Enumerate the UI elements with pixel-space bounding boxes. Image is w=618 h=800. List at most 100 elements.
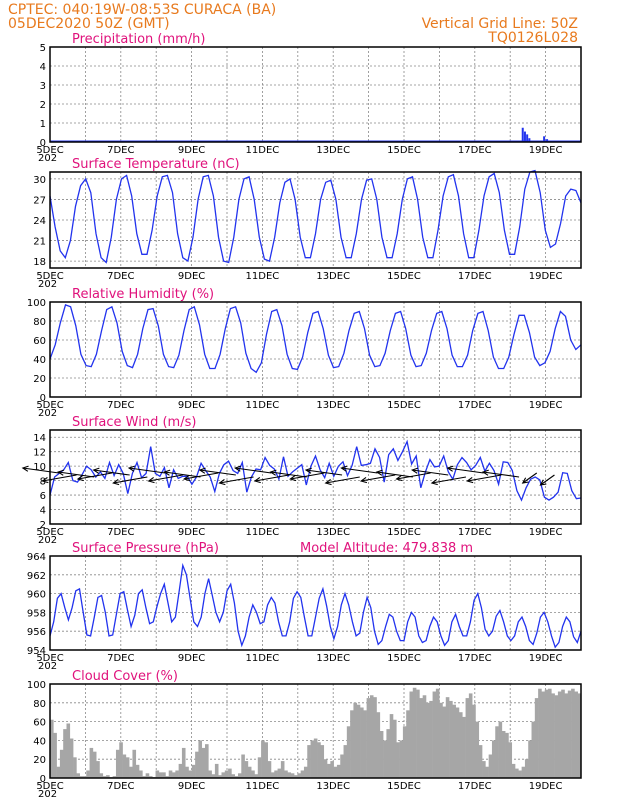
wind-arrow-head: [430, 479, 438, 486]
cloud-bar: [247, 766, 252, 778]
temp-panel: 18 21 24 27 30 5DEC 7DEC 9DEC 11DEC 13DEC 15DEC 17D…: [33, 157, 582, 290]
temp-ytick-label: 24: [33, 216, 46, 227]
cloud-bar: [330, 761, 334, 778]
pressure-xtick-label: 7DEC: [107, 653, 134, 664]
wind-arrow: [164, 471, 201, 478]
pressure-frame: [49, 555, 582, 651]
wind-arrow: [376, 471, 413, 478]
wind-arrow-head: [521, 477, 529, 484]
wind-arrow: [77, 472, 113, 480]
wind-arrow: [42, 474, 77, 482]
precip-xtick-label: 5DEC: [36, 145, 63, 156]
cloud-bar: [538, 688, 542, 778]
cloud-bar: [303, 766, 308, 778]
cloud-bar: [336, 764, 341, 778]
temp-ytick-label: 21: [33, 237, 46, 248]
cloud-bar: [369, 695, 374, 778]
cloud-bar: [511, 763, 516, 778]
cloud-bar: [491, 740, 496, 778]
cloud-bar: [221, 772, 226, 778]
cloud-bar: [402, 726, 407, 778]
wind-xtick-label: 15DEC: [387, 527, 421, 538]
cloud-bar: [284, 770, 288, 778]
cloud-bar: [524, 759, 529, 778]
cloud-bar: [548, 688, 552, 778]
precip-title: Precipitation (mm/h): [72, 32, 205, 47]
wind-arrow: [199, 469, 236, 476]
cloud-bar: [112, 776, 117, 778]
cloud-xtick-label: 7DEC: [107, 781, 134, 792]
wind-arrow: [540, 474, 555, 486]
station-title: CPTEC: 040:19W-08:53S CURACA (BA): [8, 2, 276, 18]
wind-arrow: [431, 476, 467, 484]
wind-arrow: [482, 471, 520, 478]
cloud-bar: [498, 721, 503, 778]
temp-ytick-label: 18: [33, 257, 46, 268]
cloud-bar: [267, 761, 272, 778]
cloud-bar: [343, 745, 348, 778]
temp-ytick-label: 27: [33, 195, 46, 206]
wind-xtick-label: 11DEC: [246, 527, 280, 538]
cloud-ytick-label: 40: [33, 736, 46, 747]
cloud-xtick-label: 5DEC: [36, 781, 63, 792]
cloud-bar: [168, 770, 173, 778]
cloud-bar: [228, 768, 232, 778]
cloud-bar: [389, 714, 394, 778]
cloud-xtick-label: 17DEC: [458, 781, 492, 792]
cloud-bar: [76, 773, 80, 778]
temp-xtick-label: 9DEC: [178, 271, 205, 282]
pressure-xtick-label: 9DEC: [178, 653, 205, 664]
cloud-bar: [452, 704, 456, 778]
cloud-bar: [234, 776, 239, 778]
cloud-bar: [198, 740, 203, 778]
cloud-bar: [205, 744, 209, 778]
cloud-bar: [106, 775, 110, 778]
cloud-xtick-label: 19DEC: [529, 781, 563, 792]
rh-xtick-label: 17DEC: [458, 400, 492, 411]
cloud-bar: [142, 776, 146, 778]
cloud-bar: [69, 738, 74, 778]
cloud-bar: [515, 768, 519, 778]
cloud-bar: [376, 712, 381, 778]
precip-bar: [523, 131, 526, 142]
cloud-bar: [574, 691, 579, 778]
cloud-bar: [191, 764, 196, 778]
precip-bar: [528, 138, 531, 142]
cloud-bar: [297, 773, 301, 778]
cloud-bar: [482, 761, 486, 778]
cloud-bar: [416, 689, 420, 778]
wind-arrow-head: [76, 475, 84, 482]
cloud-bar: [399, 740, 404, 778]
cloud-bar: [158, 772, 163, 778]
pressure-panel: 954 956 958 960 962 964 5DEC 7DEC 9DEC 11DEC 13DEC…: [27, 541, 582, 672]
precip-bar: [543, 136, 546, 142]
wind-arrow-head: [92, 467, 100, 474]
wind-arrow: [467, 474, 502, 482]
wind-arrow: [325, 476, 360, 484]
pressure-xtick-label: 13DEC: [316, 653, 350, 664]
rh-ytick-label: 40: [33, 355, 46, 366]
pressure-ytick-label: 962: [27, 571, 46, 582]
cloud-bar: [237, 773, 242, 778]
pressure-ytick-label: 956: [27, 627, 46, 638]
cloud-bar: [458, 712, 463, 778]
cloud-bar: [501, 731, 506, 778]
cloud-bar: [175, 770, 179, 778]
temp-ytick-label: 30: [33, 175, 46, 186]
cloud-bar: [571, 688, 575, 778]
precip-ytick-label: 0: [40, 138, 46, 149]
cloud-xtick-label: 9DEC: [178, 781, 205, 792]
cloud-bar: [317, 742, 321, 778]
cloud-bar: [346, 726, 351, 778]
wind-arrow-head: [198, 467, 206, 474]
pressure-ytick-label: 954: [27, 646, 46, 657]
cloud-bar: [366, 698, 371, 778]
wind-ytick-label: 12: [33, 448, 46, 459]
cloud-bar: [162, 772, 166, 778]
pressure-xtick-label: 17DEC: [458, 653, 492, 664]
cloud-bar: [224, 770, 229, 778]
cloud-bar: [396, 742, 400, 778]
run-time: 05DEC2020 50Z (GMT): [8, 16, 170, 32]
wind-frame: [49, 429, 582, 525]
cloud-bar: [468, 693, 473, 778]
